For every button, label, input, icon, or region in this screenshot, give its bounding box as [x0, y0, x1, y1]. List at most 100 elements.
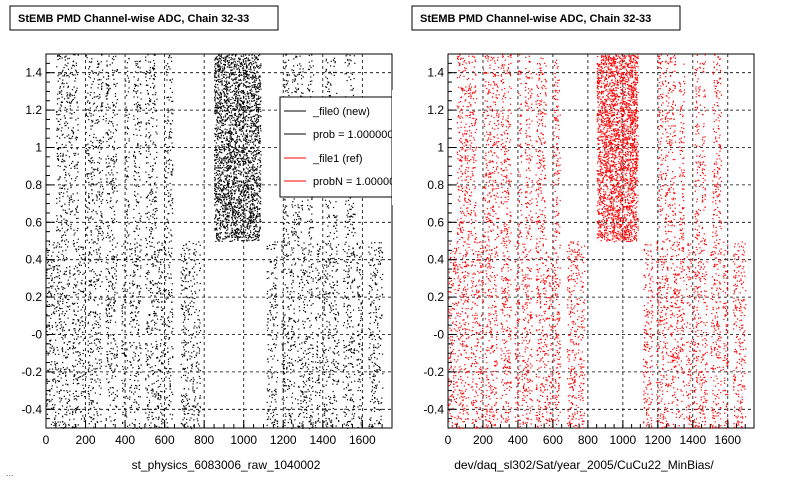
scatter-point — [55, 276, 57, 278]
scatter-point — [230, 202, 232, 205]
scatter-point — [51, 345, 53, 347]
scatter-point — [298, 237, 300, 239]
scatter-point — [95, 225, 97, 227]
scatter-point — [241, 159, 243, 161]
scatter-point — [250, 237, 253, 239]
scatter-point — [50, 285, 52, 287]
scatter-point — [226, 80, 228, 82]
scatter-point — [254, 209, 256, 212]
scatter-point — [152, 168, 154, 170]
scatter-point — [64, 413, 66, 416]
scatter-point — [140, 92, 142, 94]
scatter-point — [137, 79, 139, 82]
scatter-point — [234, 132, 237, 134]
scatter-point — [214, 133, 216, 135]
scatter-point — [350, 72, 352, 74]
scatter-point — [300, 78, 303, 80]
scatter-point — [258, 142, 260, 144]
scatter-point — [98, 140, 100, 142]
scatter-point — [126, 174, 128, 176]
scatter-point — [53, 242, 55, 244]
scatter-point — [220, 102, 222, 104]
scatter-point — [70, 186, 72, 189]
scatter-point — [133, 118, 135, 120]
scatter-point — [145, 144, 147, 147]
scatter-point — [256, 216, 258, 219]
scatter-point — [228, 176, 230, 178]
scatter-point — [243, 160, 245, 163]
scatter-point — [65, 351, 67, 353]
scatter-point — [54, 298, 56, 300]
scatter-point — [69, 142, 71, 144]
scatter-point — [235, 148, 237, 150]
scatter-point — [257, 91, 259, 93]
scatter-point — [90, 162, 92, 164]
scatter-point — [106, 199, 108, 202]
scatter-point — [216, 193, 218, 195]
scatter-point — [334, 62, 336, 64]
scatter-point — [215, 134, 217, 136]
scatter-point — [110, 159, 112, 161]
scatter-point — [126, 232, 129, 234]
scatter-point — [88, 181, 90, 184]
scatter-point — [54, 366, 57, 368]
scatter-point — [54, 364, 57, 366]
scatter-point — [250, 93, 253, 96]
scatter-point — [235, 104, 237, 106]
scatter-point — [227, 235, 229, 237]
scatter-point — [259, 86, 261, 88]
scatter-point — [225, 120, 227, 122]
scatter-point — [46, 350, 48, 353]
scatter-point — [244, 160, 246, 163]
scatter-point — [228, 221, 230, 223]
scatter-point — [257, 175, 260, 178]
scatter-point — [236, 76, 238, 79]
scatter-point — [328, 88, 330, 90]
scatter-point — [235, 212, 237, 214]
scatter-point — [251, 220, 253, 222]
scatter-point — [285, 65, 287, 67]
scatter-point — [61, 405, 64, 407]
scatter-point — [49, 291, 51, 293]
scatter-point — [251, 166, 253, 168]
scatter-point — [231, 78, 233, 80]
scatter-point — [99, 139, 101, 141]
scatter-point — [221, 89, 223, 91]
scatter-point — [228, 66, 230, 68]
scatter-point — [219, 80, 222, 83]
scatter-point — [112, 112, 114, 114]
scatter-point — [228, 195, 230, 197]
scatter-point — [170, 229, 172, 231]
scatter-point — [152, 102, 154, 104]
scatter-point — [229, 197, 231, 199]
scatter-point — [283, 227, 285, 229]
scatter-point — [92, 136, 95, 138]
scatter-point — [102, 76, 105, 78]
scatter-point — [216, 137, 218, 140]
scatter-point — [155, 191, 157, 193]
scatter-point — [100, 106, 102, 108]
scatter-point — [102, 188, 105, 190]
scatter-point — [240, 225, 242, 227]
scatter-point — [286, 89, 288, 92]
scatter-point — [301, 200, 303, 202]
scatter-point — [116, 158, 118, 161]
scatter-point — [238, 166, 240, 168]
scatter-point — [223, 148, 225, 150]
scatter-point — [217, 121, 219, 123]
scatter-point — [215, 233, 218, 235]
scatter-point — [49, 265, 51, 267]
scatter-point — [217, 154, 219, 156]
scatter-point — [252, 81, 254, 84]
scatter-point — [301, 207, 303, 209]
scatter-point — [234, 208, 236, 211]
scatter-point — [218, 122, 220, 124]
scatter-point — [259, 189, 261, 191]
scatter-point — [87, 211, 89, 213]
scatter-point — [241, 151, 243, 154]
scatter-point — [60, 320, 62, 323]
scatter-point — [330, 65, 332, 67]
scatter-point — [214, 66, 216, 68]
scatter-point — [99, 228, 101, 230]
scatter-point — [249, 111, 251, 113]
